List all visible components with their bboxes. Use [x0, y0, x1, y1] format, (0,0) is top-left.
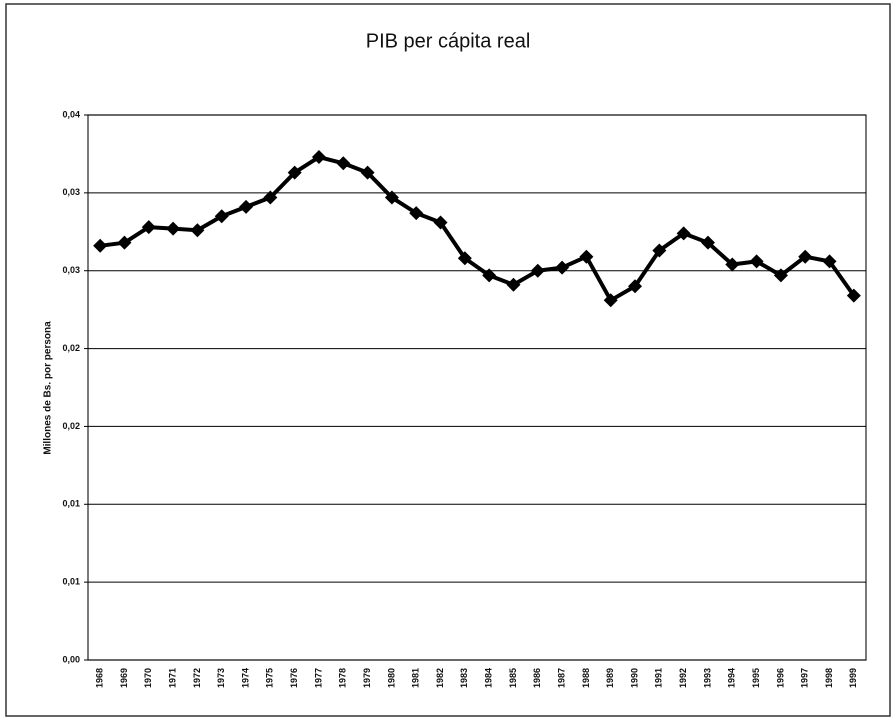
marker: [336, 156, 351, 171]
x-tick-label: 1970: [143, 668, 153, 688]
x-tick-label: 1982: [435, 668, 445, 688]
x-tick-label: 1974: [240, 668, 250, 688]
marker: [360, 165, 375, 180]
marker: [725, 257, 740, 272]
y-tick-label: 0,02: [62, 421, 80, 431]
marker: [506, 277, 521, 292]
x-tick-label: 1977: [313, 668, 323, 688]
marker: [409, 206, 424, 221]
marker: [603, 293, 618, 308]
x-tick-label: 1984: [484, 668, 494, 688]
chart-border: [5, 3, 891, 717]
x-tick-label: 1980: [386, 668, 396, 688]
x-tick-label: 1999: [848, 668, 858, 688]
y-axis-label: Millones de Bs. por persona: [43, 321, 54, 455]
x-tick-label: 1985: [508, 668, 518, 688]
marker: [530, 263, 545, 278]
x-tick-label: 1973: [216, 668, 226, 688]
marker: [652, 243, 667, 258]
x-tick-label: 1996: [775, 668, 785, 688]
x-tick-label: 1991: [654, 668, 664, 688]
marker: [287, 165, 302, 180]
x-tick-label: 1994: [727, 668, 737, 688]
y-tick-label: 0,01: [62, 499, 80, 509]
marker: [700, 235, 715, 250]
x-tick-label: 1983: [459, 668, 469, 688]
marker: [117, 235, 132, 250]
marker: [190, 223, 205, 238]
marker: [263, 190, 278, 205]
marker: [93, 238, 108, 253]
x-tick-label: 1990: [629, 668, 639, 688]
x-tick-label: 1986: [532, 668, 542, 688]
x-tick-label: 1972: [192, 668, 202, 688]
marker: [846, 288, 861, 303]
x-tick-label: 1993: [702, 668, 712, 688]
x-tick-label: 1976: [289, 668, 299, 688]
marker: [311, 150, 326, 165]
marker: [628, 279, 643, 294]
x-tick-label: 1987: [556, 668, 566, 688]
y-tick-label: 0,01: [62, 577, 80, 587]
y-tick-label: 0,03: [62, 187, 80, 197]
x-tick-label: 1981: [411, 668, 421, 688]
marker: [773, 268, 788, 283]
y-tick-label: 0,03: [62, 265, 80, 275]
x-tick-label: 1978: [338, 668, 348, 688]
y-tick-label: 0,04: [62, 109, 80, 119]
x-tick-label: 1992: [678, 668, 688, 688]
marker: [482, 268, 497, 283]
marker: [141, 220, 156, 235]
marker: [579, 249, 594, 264]
y-tick-label: 0,00: [62, 654, 80, 664]
x-tick-label: 1975: [265, 668, 275, 688]
marker: [676, 226, 691, 241]
x-tick-label: 1997: [800, 668, 810, 688]
marker: [555, 260, 570, 275]
marker: [457, 251, 472, 266]
x-tick-label: 1968: [95, 668, 105, 688]
y-tick-label: 0,02: [62, 343, 80, 353]
marker: [433, 215, 448, 230]
x-tick-label: 1979: [362, 668, 372, 688]
x-tick-label: 1989: [605, 668, 615, 688]
x-tick-label: 1988: [581, 668, 591, 688]
chart-title: PIB per cápita real: [366, 30, 531, 52]
marker: [214, 209, 229, 224]
x-tick-label: 1969: [119, 668, 129, 688]
marker: [798, 249, 813, 264]
marker: [239, 199, 254, 214]
x-tick-label: 1998: [824, 668, 834, 688]
marker: [822, 254, 837, 269]
marker: [166, 221, 181, 236]
x-tick-label: 1995: [751, 668, 761, 688]
marker: [384, 190, 399, 205]
marker: [749, 254, 764, 269]
x-tick-label: 1971: [167, 668, 177, 688]
